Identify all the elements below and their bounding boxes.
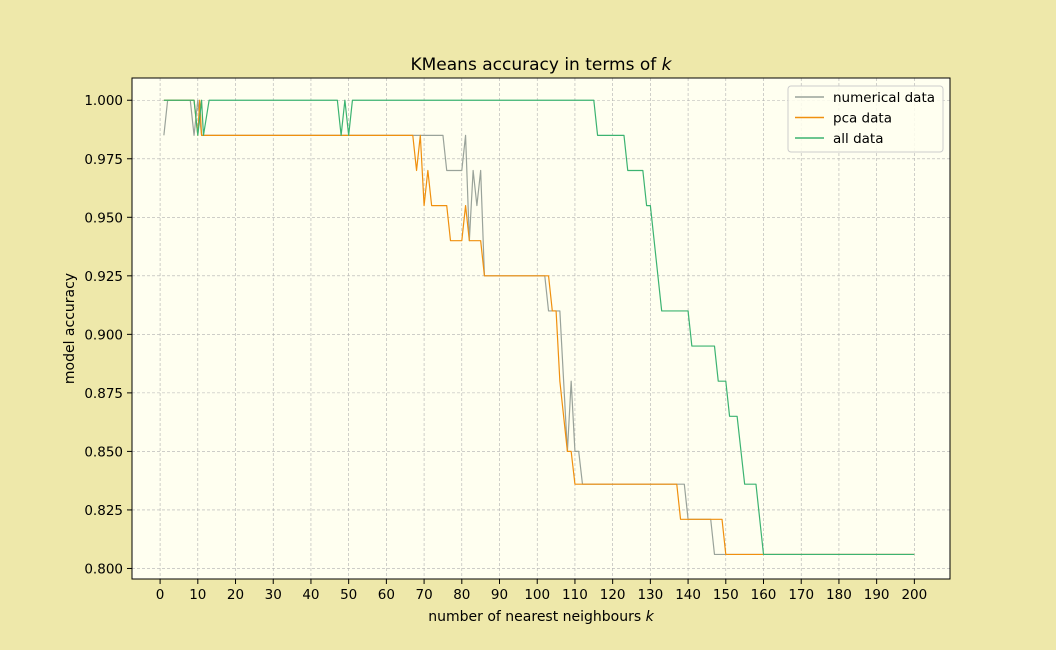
legend: numerical data pca data all data	[787, 85, 944, 153]
y-tick-label: 0.975	[84, 152, 123, 168]
x-axis-label: number of nearest neighbours k	[428, 609, 654, 625]
y-tick-label: 0.925	[84, 269, 123, 285]
x-tick-label: 60	[378, 587, 395, 603]
y-tick-label: 1.000	[84, 93, 123, 109]
x-tick-label: 0	[156, 587, 165, 603]
legend-label-pca-data: pca data	[833, 111, 892, 127]
y-tick-label: 0.850	[84, 444, 123, 460]
x-tick-label: 80	[453, 587, 470, 603]
y-axis-label: model accuracy	[62, 273, 78, 384]
x-tick-label: 30	[265, 587, 282, 603]
plot-frame	[131, 77, 951, 580]
y-tick-label: 0.950	[84, 210, 123, 226]
x-tick-label: 140	[675, 587, 701, 603]
x-tick-label: 50	[340, 587, 357, 603]
series-line-pca-data	[163, 99, 915, 556]
y-axis: 0.800 0.825 0.850 0.875 0.900 0.925 0.950 0.975…	[84, 93, 132, 577]
x-tick-label: 120	[600, 587, 626, 603]
x-tick-label: 90	[491, 587, 508, 603]
x-tick-label: 10	[189, 587, 206, 603]
x-axis-label-k: k	[646, 609, 655, 625]
y-tick-label: 0.800	[84, 561, 123, 577]
y-tick-label: 0.825	[84, 503, 123, 519]
x-tick-label: 70	[415, 587, 432, 603]
x-tick-label: 200	[901, 587, 927, 603]
x-axis: 0 10 20 30 40 50 60 70 80 90 100 110 120 130 140 150 160…	[156, 579, 927, 603]
chart-title: KMeans accuracy in terms of k	[410, 55, 672, 75]
legend-label-numerical-data: numerical data	[833, 90, 935, 106]
y-tick-label: 0.900	[84, 327, 123, 343]
x-tick-label: 160	[751, 587, 777, 603]
x-tick-label: 20	[227, 587, 244, 603]
x-tick-label: 130	[637, 587, 663, 603]
legend-label-all-data: all data	[833, 131, 883, 147]
x-tick-label: 170	[788, 587, 814, 603]
series-lines	[163, 99, 915, 556]
x-tick-label: 150	[713, 587, 739, 603]
x-tick-label: 180	[826, 587, 852, 603]
x-tick-label: 100	[524, 587, 550, 603]
y-tick-label: 0.875	[84, 386, 123, 402]
x-tick-label: 40	[302, 587, 319, 603]
x-tick-label: 190	[864, 587, 890, 603]
series-line-all-data	[163, 99, 915, 556]
legend-box	[787, 85, 944, 153]
plot-area	[132, 78, 950, 579]
chart-title-k: k	[662, 55, 673, 75]
x-tick-label: 110	[562, 587, 588, 603]
